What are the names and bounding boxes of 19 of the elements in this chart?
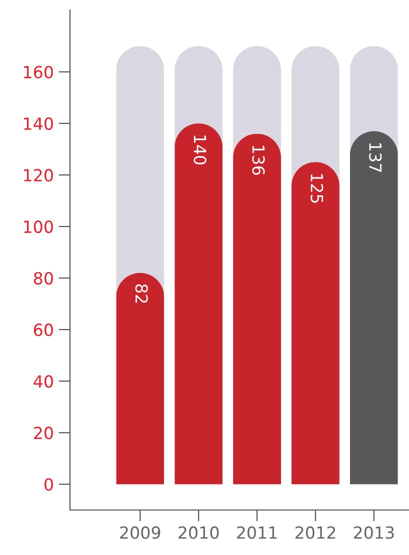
x-tick-label: 2011 xyxy=(237,526,277,539)
x-tick-label: 2010 xyxy=(178,526,219,539)
y-tick-label: 140 xyxy=(24,117,53,130)
y-tick-label: 80 xyxy=(34,272,53,285)
data-label: 140 xyxy=(194,136,206,164)
data-label: 82 xyxy=(135,284,148,303)
y-tick-label: 20 xyxy=(34,426,53,440)
y-tick-label: 120 xyxy=(24,168,53,182)
y-tick-label: 0 xyxy=(44,478,53,491)
x-tick-label: 2009 xyxy=(120,526,160,539)
data-label: 125 xyxy=(310,174,324,203)
y-tick-label: 160 xyxy=(24,66,53,78)
y-tick-label: 60 xyxy=(34,324,53,336)
x-tick-label: 2012 xyxy=(295,526,336,539)
data-label: 137 xyxy=(369,143,382,172)
y-tick-label: 40 xyxy=(34,375,53,388)
x-tick-label: 2013 xyxy=(354,526,394,539)
data-label: 136 xyxy=(252,146,265,175)
y-tick-label: 100 xyxy=(24,220,53,234)
